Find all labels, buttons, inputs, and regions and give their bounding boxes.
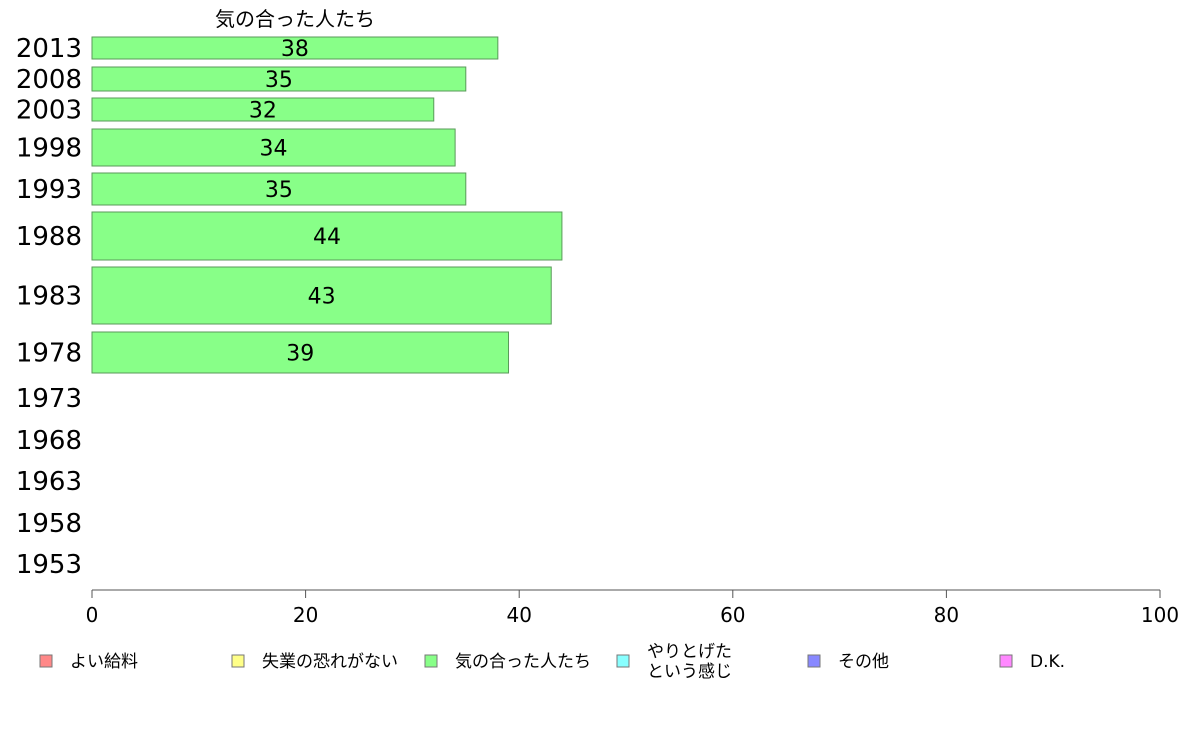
category-label-2003: 2003 bbox=[16, 96, 82, 126]
bar-2008 bbox=[91, 66, 467, 92]
legend-label: 気の合った人たち bbox=[455, 652, 591, 672]
category-label-1978: 1978 bbox=[16, 339, 82, 369]
bar-value-label-2013: 38 bbox=[281, 37, 309, 62]
legend-label: その他 bbox=[838, 652, 889, 672]
category-label-1998: 1998 bbox=[16, 134, 82, 164]
category-label-1958: 1958 bbox=[16, 509, 82, 539]
bar-value-label-1978: 39 bbox=[286, 342, 314, 367]
category-label-2008: 2008 bbox=[16, 65, 82, 95]
legend-label: よい給料 bbox=[70, 652, 138, 672]
legend-swatch bbox=[231, 654, 245, 668]
x-tick-label-20: 20 bbox=[293, 603, 318, 627]
category-label-1973: 1973 bbox=[16, 384, 82, 414]
category-label-2013: 2013 bbox=[16, 34, 82, 64]
bar-value-label-1988: 44 bbox=[313, 225, 341, 250]
legend-swatch bbox=[39, 654, 53, 668]
bar-value-label-2008: 35 bbox=[265, 68, 293, 93]
bar-1988 bbox=[91, 211, 563, 261]
x-tick-label-0: 0 bbox=[86, 603, 99, 627]
category-label-1963: 1963 bbox=[16, 467, 82, 497]
legend-label: 失業の恐れがない bbox=[262, 652, 398, 672]
legend-label: D.K. bbox=[1030, 652, 1065, 672]
category-label-1988: 1988 bbox=[16, 222, 82, 252]
category-label-1993: 1993 bbox=[16, 175, 82, 205]
bar-value-label-2003: 32 bbox=[249, 99, 277, 124]
x-tick-label-100: 100 bbox=[1141, 603, 1179, 627]
legend-item-3: 気の合った人たち bbox=[424, 652, 591, 672]
x-axis: 0 20 40 60 80 100 bbox=[86, 589, 1179, 627]
bar-value-label-1993: 35 bbox=[265, 178, 293, 203]
chart-title: 気の合った人たち bbox=[215, 7, 375, 31]
bar-value-label-1983: 43 bbox=[308, 285, 336, 310]
x-tick-label-80: 80 bbox=[934, 603, 959, 627]
category-label-1953: 1953 bbox=[16, 550, 82, 580]
legend-item-6: D.K. bbox=[999, 652, 1065, 672]
bar-2003 bbox=[91, 97, 435, 122]
bars: 38 35 32 34 35 44 43 39 bbox=[91, 36, 563, 374]
legend-label-line: という感じ bbox=[647, 662, 732, 682]
x-tick-label-60: 60 bbox=[720, 603, 745, 627]
x-tick-label-40: 40 bbox=[506, 603, 531, 627]
bar-1998 bbox=[91, 128, 456, 167]
legend-swatch bbox=[807, 654, 821, 668]
category-label-1983: 1983 bbox=[16, 282, 82, 312]
bar-value-label-1998: 34 bbox=[260, 137, 288, 162]
bar-1983 bbox=[91, 266, 552, 325]
legend-item-5: その他 bbox=[807, 652, 889, 672]
legend-item-2: 失業の恐れがない bbox=[231, 652, 398, 672]
legend-label-line: やりとげた bbox=[647, 642, 732, 662]
category-label-1968: 1968 bbox=[16, 426, 82, 456]
bar-1978 bbox=[91, 331, 510, 374]
legend-swatch bbox=[999, 654, 1013, 668]
legend-item-1: よい給料 bbox=[39, 652, 138, 672]
bar-1993 bbox=[91, 172, 467, 206]
legend-swatch bbox=[616, 654, 630, 668]
bar-2013 bbox=[91, 36, 499, 60]
legend-swatch bbox=[424, 654, 438, 668]
